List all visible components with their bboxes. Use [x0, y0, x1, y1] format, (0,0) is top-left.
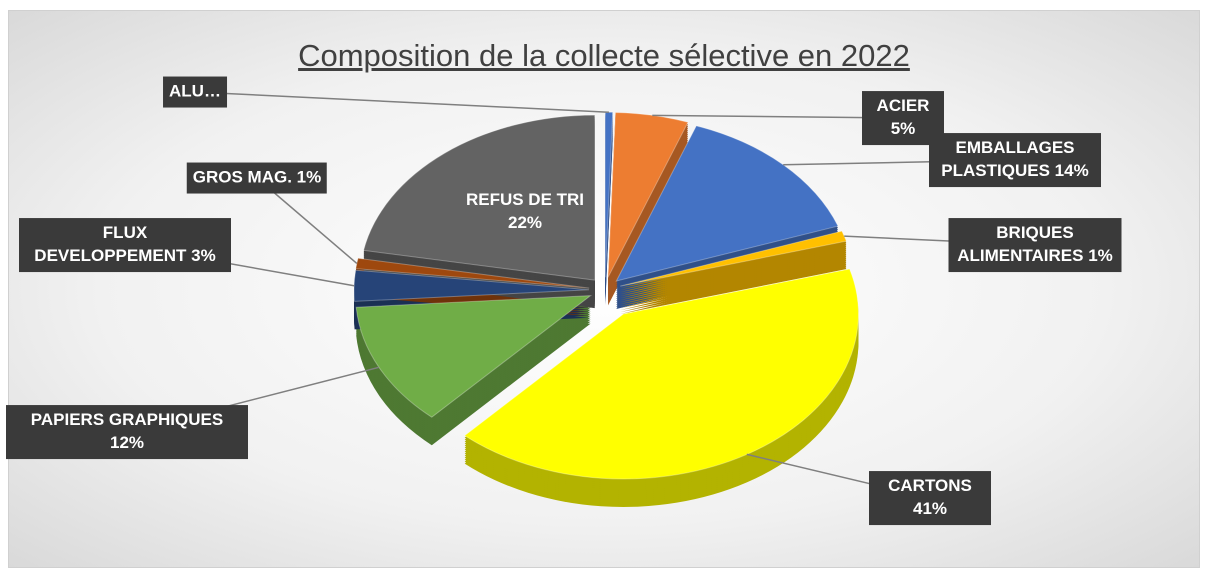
- category-label: PAPIERS GRAPHIQUES: [30, 410, 224, 430]
- slice: [355, 294, 593, 418]
- category-label: ALU…: [169, 81, 221, 101]
- data-label: ALU…: [163, 76, 227, 108]
- data-label: GROS MAG. 1%: [186, 162, 328, 194]
- value-label: 1%: [1088, 246, 1113, 265]
- value-label: 12%: [109, 433, 145, 452]
- category-label: GROS MAG.: [192, 167, 292, 187]
- value-label: 1%: [296, 167, 322, 187]
- category-label: ACIER: [876, 96, 930, 116]
- category-label: BRIQUES ALIMENTAIRES: [957, 223, 1084, 265]
- data-label: EMBALLAGES PLASTIQUES 14%: [929, 133, 1101, 187]
- category-label: REFUS DE TRI: [465, 190, 585, 210]
- chart-title: Composition de la collecte sélective en …: [298, 38, 910, 73]
- category-label: EMBALLAGES PLASTIQUES: [941, 138, 1075, 180]
- slice: [362, 114, 596, 281]
- data-label: CARTONS 41%: [869, 471, 991, 525]
- slice-tops: [353, 111, 859, 480]
- data-label: PAPIERS GRAPHIQUES 12%: [6, 405, 248, 459]
- leader-line: [194, 91, 609, 113]
- value-label: 22%: [507, 213, 543, 232]
- value-label: 5%: [890, 119, 916, 138]
- slice: [620, 230, 848, 287]
- slice: [463, 268, 859, 480]
- data-label: REFUS DE TRI 22%: [444, 185, 606, 239]
- category-label: FLUX DEVELOPPEMENT: [34, 223, 187, 265]
- category-label: CARTONS: [888, 476, 972, 496]
- leader-line: [652, 114, 904, 119]
- data-label: BRIQUES ALIMENTAIRES 1%: [948, 218, 1122, 272]
- data-label: FLUX DEVELOPPEMENT 3%: [19, 218, 231, 272]
- value-label: 14%: [1054, 161, 1089, 180]
- slice: [615, 125, 839, 282]
- value-label: 3%: [191, 246, 216, 265]
- value-label: 41%: [912, 499, 948, 518]
- slice: [355, 257, 590, 289]
